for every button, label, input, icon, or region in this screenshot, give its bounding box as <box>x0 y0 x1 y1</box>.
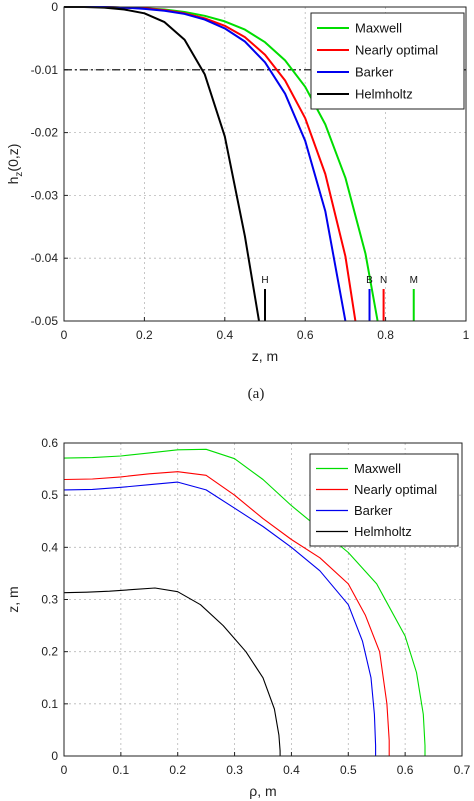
legend-label: Maxwell <box>354 461 401 476</box>
x-axis-label: ρ, m <box>249 783 276 799</box>
endpoint-marker-label: M <box>410 275 418 286</box>
series-line-maxwell <box>63 448 426 756</box>
y-tick-label: -0.03 <box>31 188 59 202</box>
y-tick-label: -0.05 <box>31 314 59 328</box>
legend-box <box>309 453 459 547</box>
legend-label: Barker <box>355 65 394 80</box>
x-tick-label: 0.4 <box>216 328 233 342</box>
y-tick-label: -0.02 <box>31 126 59 140</box>
legend-label: Helmholtz <box>355 87 413 102</box>
x-tick-label: 0 <box>61 328 68 342</box>
y-tick-label: 0.2 <box>41 645 58 659</box>
axes-frame <box>63 6 467 322</box>
x-tick-label: 0.1 <box>113 763 130 777</box>
x-tick-label: 0 <box>61 763 68 777</box>
legend-label: Helmholtz <box>354 524 412 539</box>
y-tick-label: 0 <box>51 749 58 763</box>
y-tick-label: 0.5 <box>41 488 58 502</box>
y-tick-label: 0.6 <box>41 436 58 450</box>
series-line-barker <box>63 481 377 756</box>
y-axis-label: hz(0,z) <box>5 144 25 185</box>
endpoint-marker-label: B <box>366 275 373 286</box>
series-line-helmholtz <box>64 6 260 322</box>
x-tick-label: 0.4 <box>283 763 300 777</box>
legend: Maxwell Nearly optimal Barker Helmholtz <box>309 453 459 547</box>
endpoint-marker-label: N <box>380 275 387 286</box>
y-tick-label: -0.01 <box>31 63 59 77</box>
chart-panel-2: 0 0.1 0.2 0.3 0.4 0.5 0.6 0.7 0 0.1 0.2 0.3 0.4 0.5 0.… <box>5 436 471 799</box>
x-tick-label: 0.2 <box>136 328 153 342</box>
y-tick-label: 0.3 <box>41 593 58 607</box>
endpoint-marker-label: H <box>261 275 268 286</box>
y-tick-label: 0.4 <box>41 540 58 554</box>
series-line-barker <box>64 6 347 322</box>
subfigure-caption: (a) <box>248 386 265 402</box>
x-tick-label: 0.5 <box>340 763 357 777</box>
x-tick-label: 0.6 <box>397 763 414 777</box>
x-tick-label: 0.8 <box>377 328 394 342</box>
legend-label: Nearly optimal <box>355 43 438 58</box>
legend: Maxwell Nearly optimal Barker Helmholtz <box>310 12 465 110</box>
x-tick-label: 0.2 <box>169 763 186 777</box>
x-tick-label: 0.7 <box>454 763 471 777</box>
legend-label: Nearly optimal <box>354 482 437 497</box>
axes-frame <box>63 442 463 757</box>
y-tick-label: 0 <box>51 0 58 14</box>
series-line-helmholtz <box>63 587 281 756</box>
y-axis-label: z, m <box>5 586 21 612</box>
x-tick-label: 0.3 <box>226 763 243 777</box>
series-line-nearly-optimal <box>63 471 390 756</box>
chart-panel-1: 0 0.2 0.4 0.6 0.8 1 0 -0.01 -0.02 -0.03 -0.04 -0.05… <box>5 0 470 364</box>
x-axis-label: z, m <box>252 348 278 364</box>
legend-label: Barker <box>354 503 393 518</box>
x-tick-label: 0.6 <box>297 328 314 342</box>
x-tick-label: 1 <box>463 328 470 342</box>
y-tick-label: -0.04 <box>31 251 59 265</box>
legend-label: Maxwell <box>355 21 402 36</box>
y-tick-label: 0.1 <box>41 697 58 711</box>
